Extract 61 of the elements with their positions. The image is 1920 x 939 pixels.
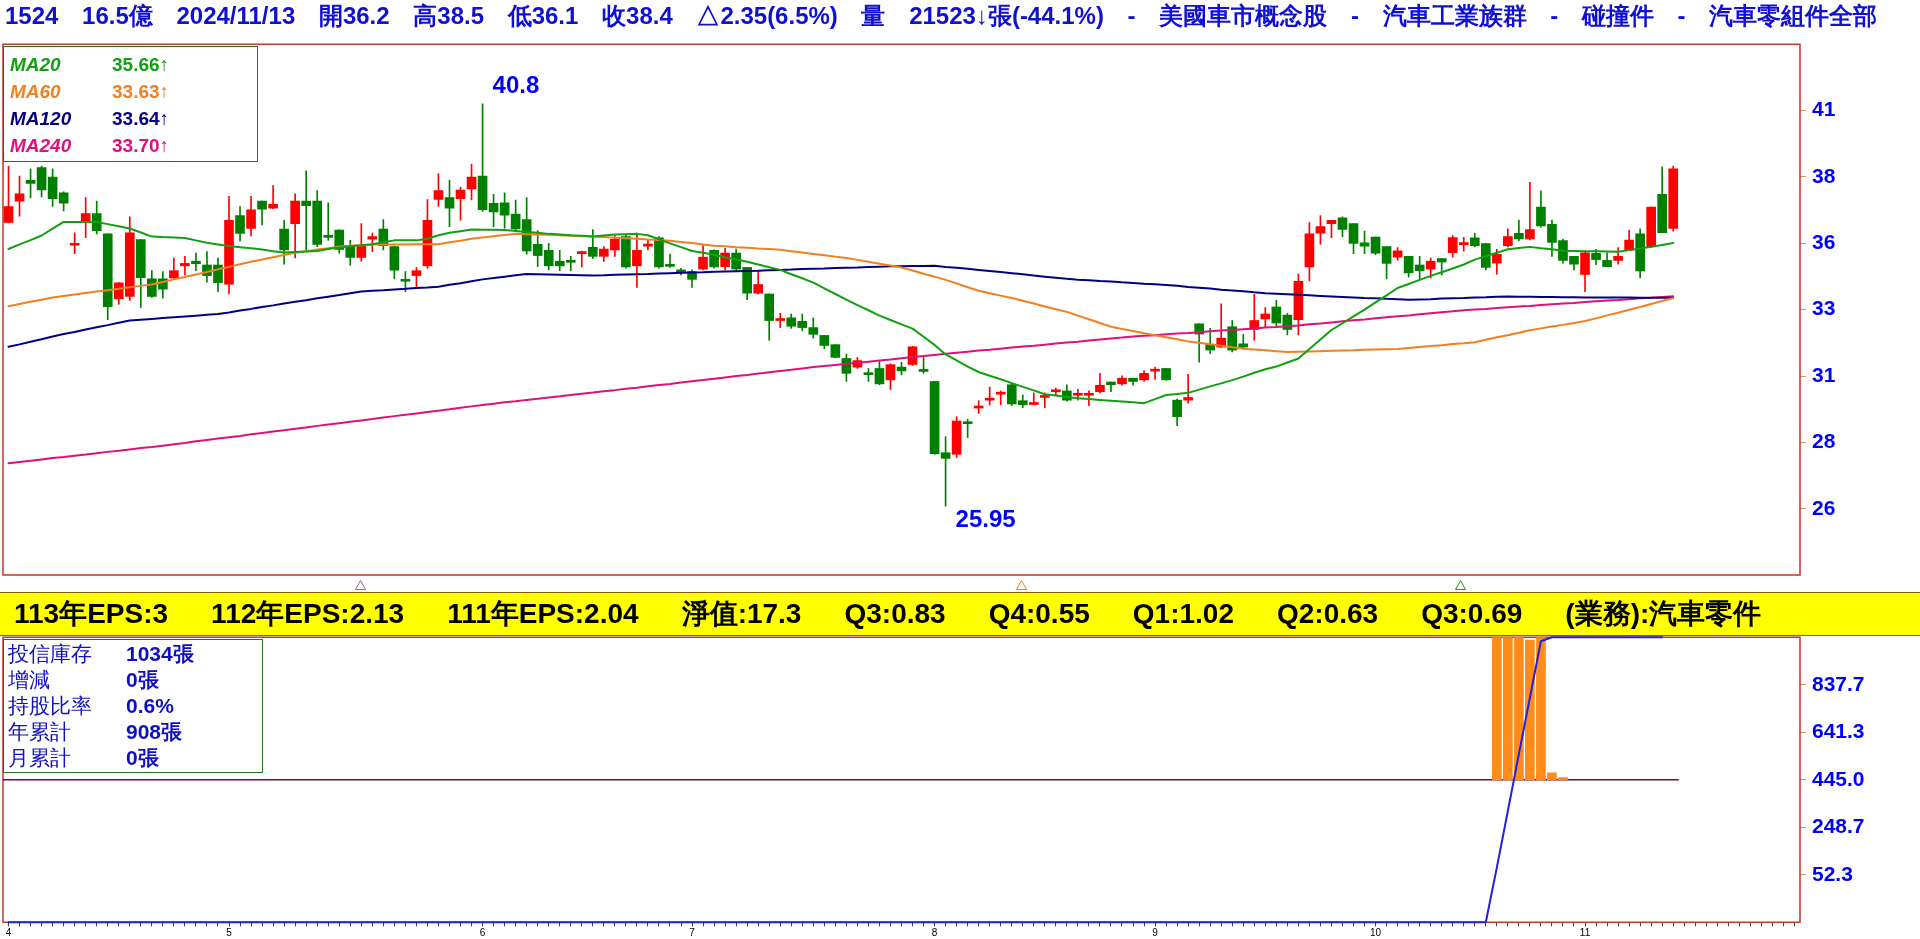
- candlestick: [191, 252, 201, 272]
- text: Q1:1.02: [1132, 598, 1234, 630]
- y-tick-label: 33: [1812, 296, 1836, 320]
- y-tick-label: 36: [1812, 230, 1836, 254]
- annotation: 0張: [126, 667, 160, 694]
- text: 40.8: [492, 70, 540, 98]
- x-tick-label: 9: [1152, 927, 1159, 939]
- annotation: 33.70↑: [112, 134, 170, 157]
- candlestick: [576, 250, 587, 268]
- text: MA20: [10, 53, 61, 75]
- text: Q3:0.83: [844, 598, 946, 630]
- y-tick-label: 41: [1812, 97, 1836, 121]
- y-tick-label: 26: [1812, 495, 1836, 519]
- annotation: 年累計: [8, 719, 72, 746]
- text: MA60: [10, 80, 61, 102]
- candlestick: [180, 256, 190, 276]
- x-tick-label: 10: [1369, 927, 1382, 939]
- text: 25.95: [955, 504, 1016, 532]
- chart-title: 1524 16.5億 2024/11/13 開36.2 高38.5 低36.1 收38.4 △2.35(6.5%) 量 21523↓張(-44.1%) - 美國車市概念股 - 汽車工業族群 - 碰撞件 - 汽車零組件全部: [5, 1, 1878, 31]
- candlestick: [995, 390, 1006, 406]
- text: 111年EPS:2.04: [447, 597, 639, 631]
- x-tick-label: 8: [931, 927, 938, 939]
- annotation: 1034張: [126, 641, 195, 668]
- y-tick-label: 641.3: [1812, 719, 1865, 743]
- annotation: 月累計: [8, 745, 72, 772]
- text: Q2:0.63: [1276, 598, 1379, 630]
- text: 112年EPS:2.13: [211, 597, 405, 631]
- annotation: 0.6%: [126, 693, 175, 720]
- candlestick: [268, 185, 278, 210]
- x-tick-label: 5: [226, 927, 233, 939]
- annotation: 33.63↑: [112, 80, 170, 103]
- x-tick-label: 7: [689, 927, 696, 939]
- annotation: 33.64↑: [112, 107, 170, 130]
- annotation: 增減: [8, 667, 51, 694]
- text: MA120: [10, 107, 72, 129]
- text: MA240: [10, 134, 72, 156]
- y-tick-label: 837.7: [1812, 671, 1865, 695]
- y-tick-label: 52.3: [1812, 861, 1853, 885]
- x-tick-label: 11: [1579, 927, 1591, 939]
- y-tick-label: 28: [1812, 429, 1836, 453]
- annotation: 35.66↑: [112, 53, 170, 76]
- x-tick-label: 6: [479, 927, 486, 939]
- candlestick: [1150, 366, 1160, 380]
- y-tick-label: 31: [1812, 362, 1836, 386]
- annotation: 0張: [126, 745, 160, 772]
- annotation: 持股比率: [8, 693, 93, 720]
- y-tick-label: 445.0: [1812, 766, 1865, 790]
- candlestick: [1183, 374, 1193, 404]
- x-tick-label: 4: [5, 927, 12, 939]
- y-tick-label: 248.7: [1812, 814, 1865, 838]
- annotation: 投信庫存: [8, 641, 93, 668]
- text: 113年EPS:3: [14, 597, 169, 631]
- text: (業務):汽車零件: [1565, 597, 1762, 631]
- candlestick: [80, 197, 91, 238]
- annotation: 908張: [126, 719, 184, 746]
- y-tick-label: 38: [1812, 163, 1836, 187]
- candlestick: [1525, 182, 1535, 241]
- text: Q3:0.69: [1421, 598, 1523, 630]
- candlestick: [775, 312, 786, 328]
- text: 淨值:17.3: [681, 597, 802, 631]
- text: Q4:0.55: [988, 598, 1090, 630]
